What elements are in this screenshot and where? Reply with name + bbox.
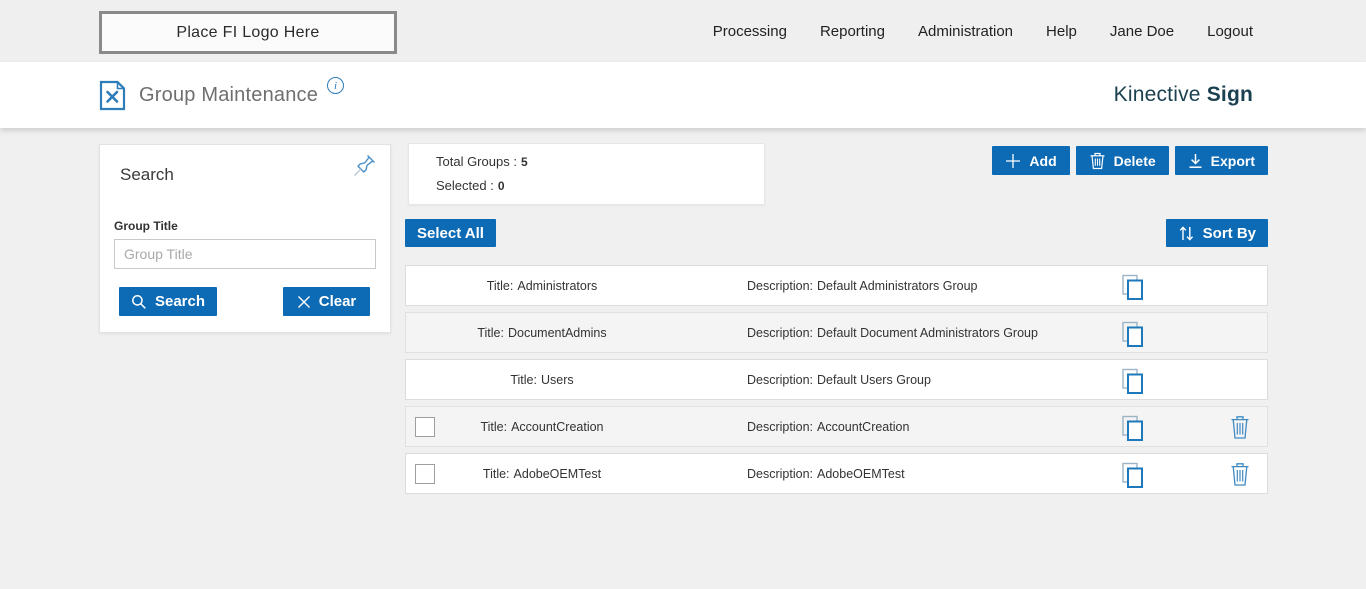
title-value: Administrators — [517, 278, 598, 293]
title-label: Title: — [477, 325, 504, 340]
search-button[interactable]: Search — [119, 287, 217, 316]
nav-item-logout[interactable]: Logout — [1207, 22, 1253, 40]
sort-arrows-icon — [1178, 225, 1195, 242]
total-groups-value: 5 — [520, 155, 528, 169]
search-icon — [131, 294, 147, 310]
selected-value: 0 — [497, 179, 505, 193]
description-label: Description: — [747, 278, 813, 293]
download-icon — [1188, 153, 1203, 169]
clear-x-icon — [297, 295, 311, 309]
row-checkbox[interactable] — [415, 417, 435, 437]
page-header: Group Maintenance i Kinective Sign — [0, 62, 1366, 128]
group-list: Title: Administrators Description: Defau… — [405, 265, 1268, 500]
group-row: Title: AccountCreation Description: Acco… — [405, 406, 1268, 447]
brand-regular: Kinective — [1113, 83, 1201, 106]
description-value: Default Users Group — [817, 372, 931, 387]
page-title: Group Maintenance — [139, 83, 319, 106]
description-value: AdobeOEMTest — [817, 466, 905, 481]
title-value: AccountCreation — [511, 419, 604, 434]
brand-logo: Kinective Sign — [1114, 83, 1253, 107]
row-description-cell: Description: AdobeOEMTest — [747, 454, 905, 493]
copy-icon[interactable] — [1120, 367, 1145, 395]
clear-button[interactable]: Clear — [283, 287, 370, 316]
sort-by-button[interactable]: Sort By — [1165, 219, 1268, 247]
title-label: Title: — [480, 419, 508, 434]
content-area: Search Group Title Search — [0, 128, 1366, 589]
top-nav: Processing Reporting Administration Help… — [713, 0, 1253, 62]
title-label: Title: — [486, 278, 514, 293]
row-delete-icon[interactable] — [1230, 462, 1250, 487]
description-label: Description: — [747, 372, 813, 387]
topbar: Place FI Logo Here Processing Reporting … — [0, 0, 1366, 62]
nav-item-reporting[interactable]: Reporting — [819, 22, 885, 40]
group-title-label: Group Title — [114, 219, 178, 233]
copy-icon[interactable] — [1120, 273, 1145, 301]
nav-item-processing[interactable]: Processing — [712, 22, 787, 40]
total-groups: Total Groups :5 — [436, 154, 528, 169]
pin-icon[interactable] — [351, 152, 378, 179]
title-value: Users — [540, 372, 574, 387]
brand-bold: Sign — [1206, 83, 1253, 106]
row-title-cell: Title: Administrators — [462, 266, 622, 305]
info-icon[interactable]: i — [327, 77, 345, 94]
group-maintenance-icon — [99, 80, 126, 111]
copy-icon[interactable] — [1120, 461, 1145, 489]
search-panel-title: Search — [120, 165, 174, 184]
group-row: Title: Users Description: Default Users … — [405, 359, 1268, 400]
description-value: Default Administrators Group — [817, 278, 978, 293]
description-label: Description: — [747, 419, 813, 434]
nav-item-user[interactable]: Jane Doe — [1109, 22, 1175, 40]
description-value: AccountCreation — [817, 419, 910, 434]
row-title-cell: Title: AccountCreation — [462, 407, 622, 446]
description-label: Description: — [747, 466, 813, 481]
export-button[interactable]: Export — [1174, 146, 1268, 175]
group-title-input[interactable] — [114, 239, 376, 269]
group-row: Title: DocumentAdmins Description: Defau… — [405, 312, 1268, 353]
title-label: Title: — [482, 466, 510, 481]
copy-icon[interactable] — [1120, 320, 1145, 348]
row-title-cell: Title: Users — [462, 360, 622, 399]
plus-icon — [1005, 153, 1021, 169]
nav-item-help[interactable]: Help — [1046, 22, 1077, 40]
group-row: Title: Administrators Description: Defau… — [405, 265, 1268, 306]
row-title-cell: Title: DocumentAdmins — [462, 313, 622, 352]
summary-box: Total Groups :5 Selected :0 — [408, 143, 765, 205]
title-label: Title: — [510, 372, 537, 387]
row-title-cell: Title: AdobeOEMTest — [462, 454, 622, 493]
fi-logo-placeholder: Place FI Logo Here — [99, 11, 397, 54]
delete-button[interactable]: Delete — [1075, 146, 1169, 175]
row-description-cell: Description: Default Users Group — [747, 360, 931, 399]
description-label: Description: — [747, 325, 813, 340]
select-all-button[interactable]: Select All — [405, 219, 496, 247]
copy-icon[interactable] — [1120, 414, 1145, 442]
title-value: AdobeOEMTest — [513, 466, 602, 481]
nav-item-administration[interactable]: Administration — [917, 22, 1014, 40]
action-toolbar: Add Delete Export — [992, 146, 1268, 175]
row-description-cell: Description: Default Document Administra… — [747, 313, 1038, 352]
row-description-cell: Description: Default Administrators Grou… — [747, 266, 978, 305]
row-checkbox[interactable] — [415, 464, 435, 484]
title-value: DocumentAdmins — [507, 325, 607, 340]
row-description-cell: Description: AccountCreation — [747, 407, 909, 446]
add-button[interactable]: Add — [992, 146, 1070, 175]
selected-count: Selected :0 — [436, 178, 505, 193]
description-value: Default Document Administrators Group — [817, 325, 1038, 340]
fi-logo-text: Place FI Logo Here — [176, 23, 320, 41]
trash-icon — [1089, 152, 1106, 170]
group-row: Title: AdobeOEMTest Description: AdobeOE… — [405, 453, 1268, 494]
search-panel: Search Group Title Search — [99, 144, 391, 333]
row-delete-icon[interactable] — [1230, 415, 1250, 440]
